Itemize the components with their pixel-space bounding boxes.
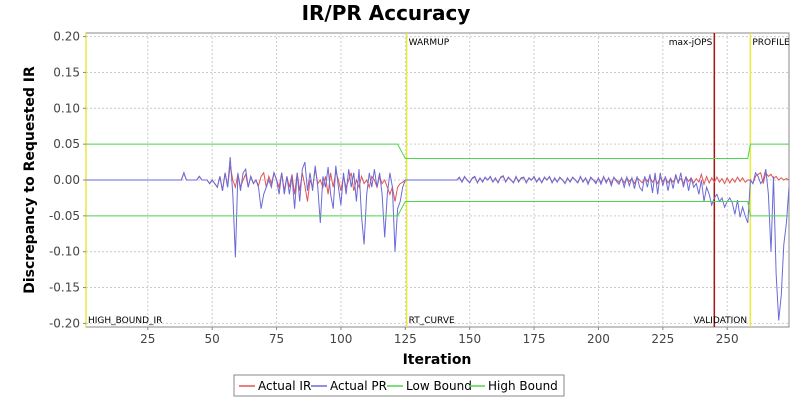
y-axis-label: Discrepancy to Requested IR [22, 66, 38, 294]
legend-label: Actual IR [258, 379, 311, 393]
marker-bottom-label: HIGH_BOUND_IR [88, 316, 162, 326]
marker-bottom-label: RT_CURVE [409, 316, 455, 326]
y-tick-label: 0.20 [53, 30, 80, 44]
y-tick-label: 0.10 [53, 101, 80, 115]
x-axis-label: Iteration [403, 352, 472, 368]
x-tick-label: 75 [269, 332, 284, 346]
x-tick-label: 175 [523, 332, 546, 346]
legend-label: High Bound [488, 379, 558, 393]
legend-label: Low Bound [406, 379, 472, 393]
series-line [86, 201, 789, 217]
y-axis-ticks: 0.20 0.15 0.10 0.05 0.00 -0.05 -0.10 -0.15 -0.20 [49, 30, 86, 330]
y-tick-label: -0.20 [49, 316, 80, 330]
x-axis-ticks: 25 50 75 100 125 150 175 200 225 250 [140, 327, 739, 346]
y-tick-label: -0.05 [49, 209, 80, 223]
marker-labels: HIGH_BOUND_IR WARMUP RT_CURVE max-jOPS VALID… [88, 38, 790, 326]
y-tick-label: -0.10 [49, 245, 80, 259]
x-tick-label: 200 [587, 332, 610, 346]
series-line [86, 157, 790, 321]
legend: Actual IR Actual PR Low Bound High Bound [239, 379, 558, 393]
x-tick-label: 100 [329, 332, 352, 346]
series-line [86, 143, 789, 159]
x-tick-label: 250 [716, 332, 739, 346]
marker-top-label: WARMUP [409, 38, 450, 48]
marker-top-label: max-jOPS [669, 38, 713, 48]
marker-bottom-label: VALIDATION [694, 316, 748, 326]
x-tick-label: 150 [458, 332, 481, 346]
y-tick-label: 0.15 [53, 65, 80, 79]
series-lines [86, 143, 790, 321]
y-tick-label: -0.15 [49, 281, 80, 295]
y-tick-label: 0.00 [53, 173, 80, 187]
x-tick-label: 125 [394, 332, 417, 346]
x-tick-label: 50 [205, 332, 220, 346]
legend-label: Actual PR [330, 379, 387, 393]
x-tick-label: 25 [140, 332, 155, 346]
x-tick-label: 225 [651, 332, 674, 346]
y-tick-label: 0.05 [53, 137, 80, 151]
marker-top-label: PROFILE [752, 38, 790, 48]
chart-title: IR/PR Accuracy [302, 1, 471, 25]
